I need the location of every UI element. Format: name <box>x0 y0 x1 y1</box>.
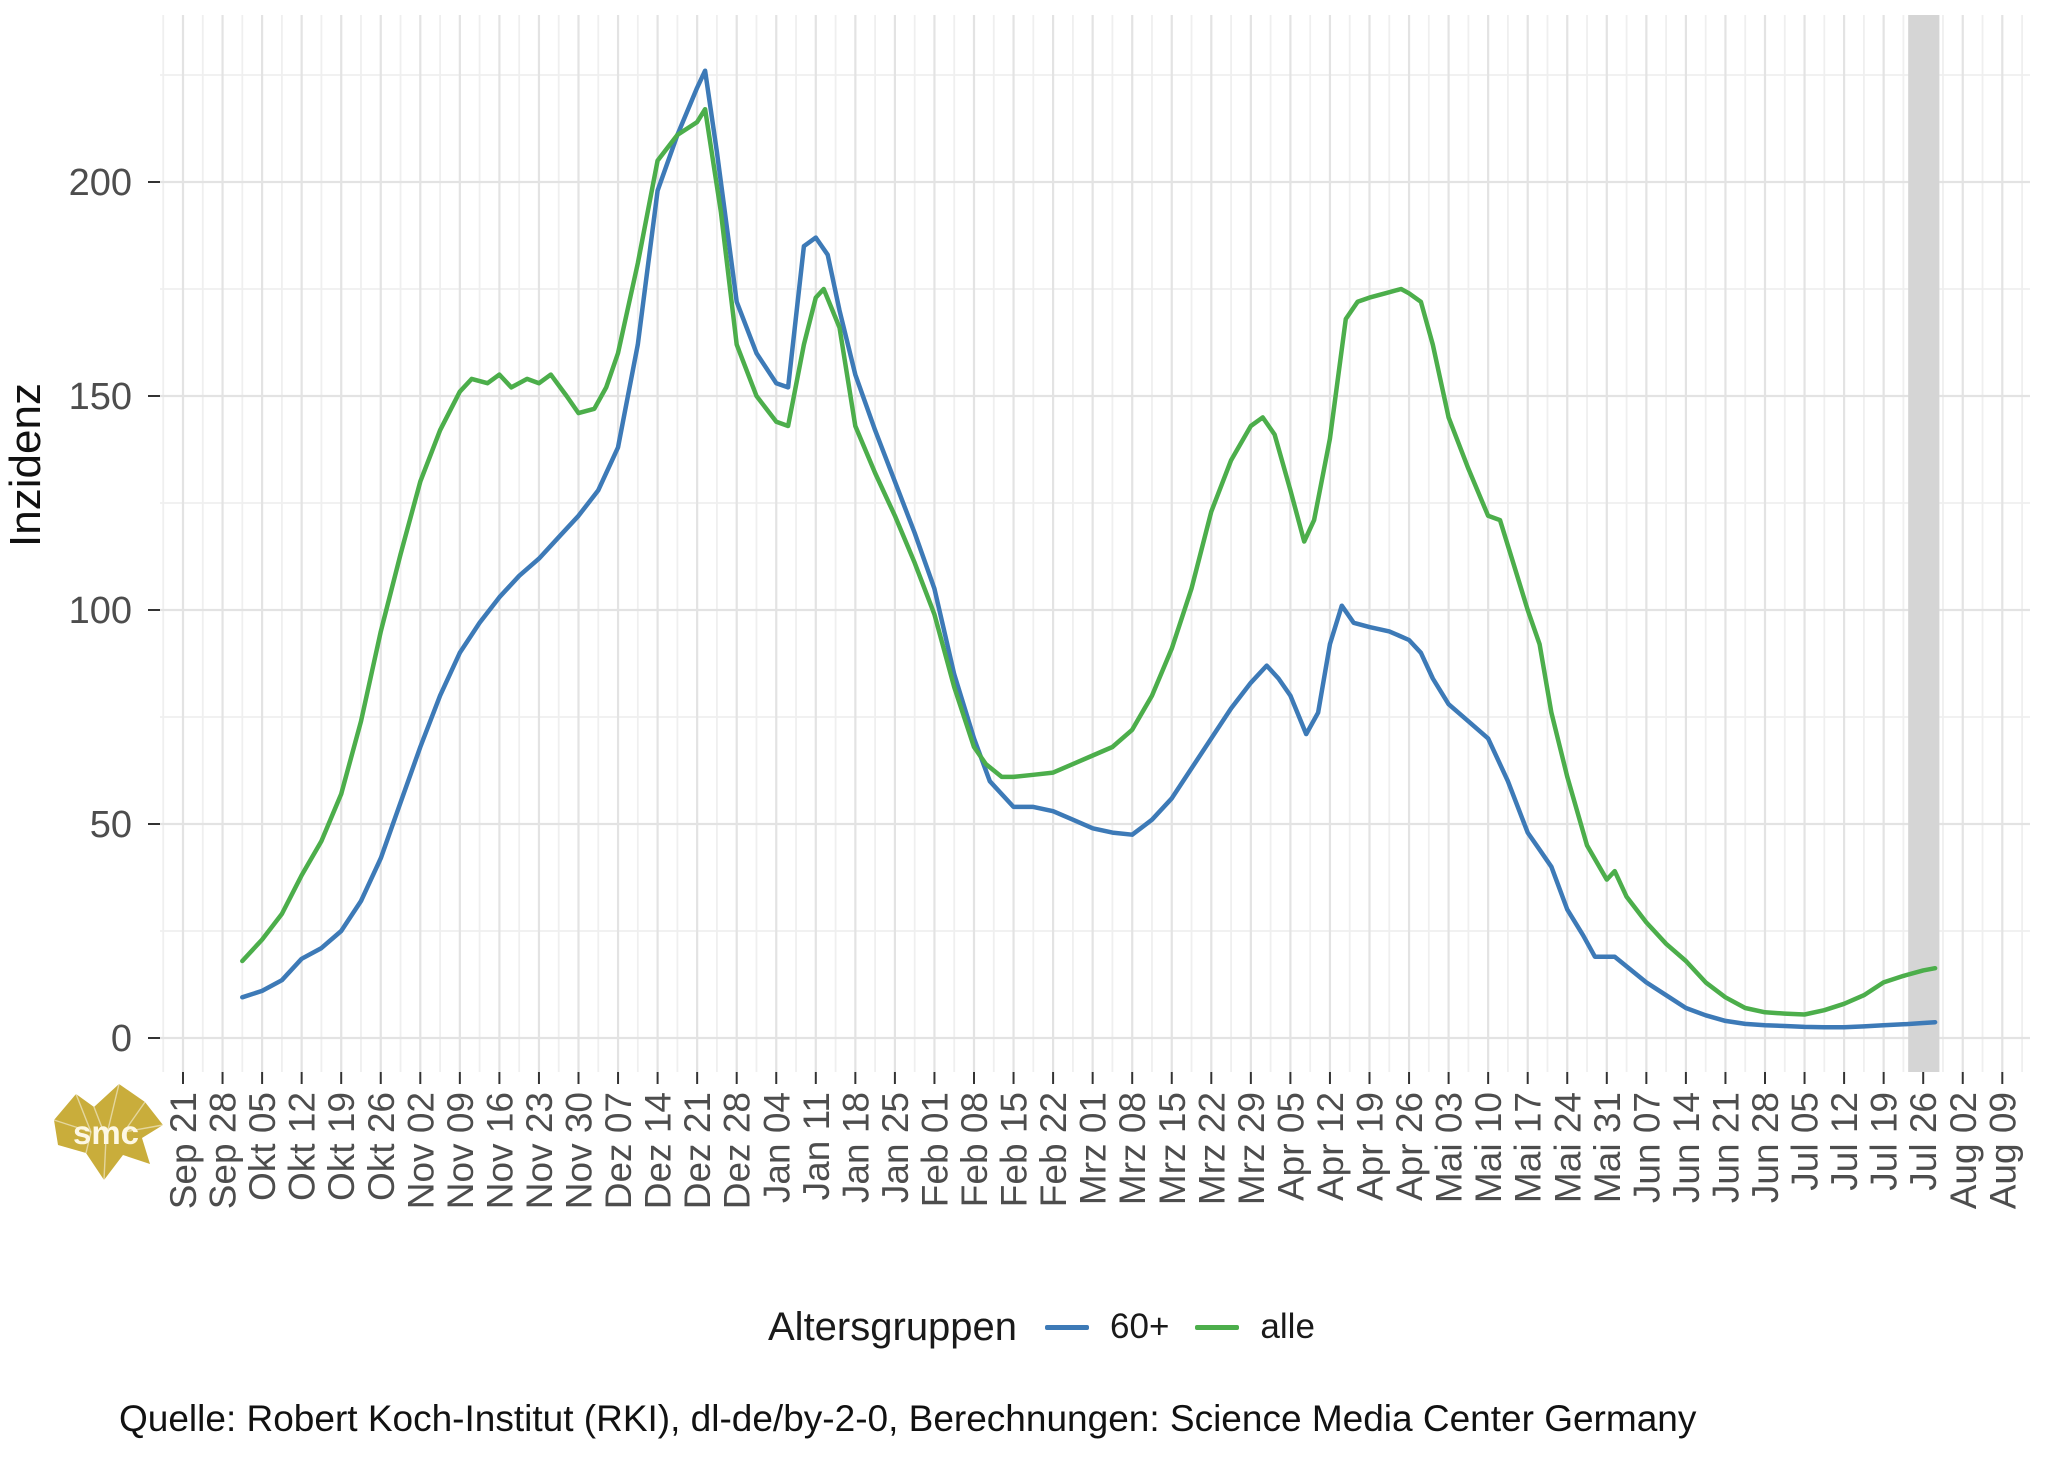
svg-text:Jan 25: Jan 25 <box>875 1092 916 1203</box>
svg-text:Dez 28: Dez 28 <box>717 1092 758 1209</box>
svg-text:Apr 12: Apr 12 <box>1310 1092 1351 1201</box>
svg-text:200: 200 <box>69 162 132 204</box>
svg-text:Jul 12: Jul 12 <box>1824 1092 1865 1191</box>
svg-text:Feb 08: Feb 08 <box>954 1092 995 1207</box>
svg-text:Apr 19: Apr 19 <box>1350 1092 1391 1201</box>
series-60plus-swatch <box>1045 1324 1090 1330</box>
svg-text:Jun 28: Jun 28 <box>1745 1092 1786 1203</box>
svg-text:Mai 31: Mai 31 <box>1587 1092 1628 1203</box>
svg-text:Nov 23: Nov 23 <box>519 1092 560 1209</box>
series-line-alle <box>240 106 1938 1017</box>
svg-text:Nov 09: Nov 09 <box>440 1092 481 1209</box>
series-alle-swatch <box>1195 1324 1240 1330</box>
smc-logo-text: smc <box>73 1114 139 1151</box>
smc-logo: smc <box>53 1083 164 1181</box>
svg-text:50: 50 <box>90 804 132 846</box>
svg-text:Dez 07: Dez 07 <box>598 1092 639 1209</box>
svg-text:Mai 24: Mai 24 <box>1547 1092 1588 1203</box>
svg-text:Okt 05: Okt 05 <box>242 1092 283 1201</box>
svg-text:Nov 16: Nov 16 <box>479 1092 520 1209</box>
series-line-60plus <box>240 68 1938 1030</box>
svg-text:Mrz 08: Mrz 08 <box>1112 1092 1153 1205</box>
source-caption: Quelle: Robert Koch-Institut (RKI), dl-d… <box>119 1398 1697 1439</box>
svg-text:Mai 17: Mai 17 <box>1508 1092 1549 1203</box>
svg-text:Jun 07: Jun 07 <box>1626 1092 1667 1203</box>
series-alle-label: alle <box>1260 1307 1315 1346</box>
svg-text:Feb 01: Feb 01 <box>914 1092 955 1207</box>
legend-item-alle: alle <box>1195 1307 1315 1347</box>
svg-text:Mrz 01: Mrz 01 <box>1073 1092 1114 1205</box>
legend-item-60plus: 60+ <box>1045 1307 1169 1347</box>
svg-text:Jul 26: Jul 26 <box>1903 1092 1944 1191</box>
svg-text:Jan 11: Jan 11 <box>796 1092 837 1200</box>
svg-text:Aug 02: Aug 02 <box>1943 1092 1984 1209</box>
svg-text:Mrz 22: Mrz 22 <box>1191 1092 1232 1205</box>
svg-text:Dez 21: Dez 21 <box>677 1092 718 1209</box>
svg-text:Mrz 29: Mrz 29 <box>1231 1092 1272 1205</box>
svg-text:Apr 26: Apr 26 <box>1389 1092 1430 1201</box>
legend-title: Altersgruppen <box>768 1304 1018 1349</box>
svg-text:150: 150 <box>69 376 132 418</box>
svg-text:Okt 12: Okt 12 <box>282 1092 323 1201</box>
svg-text:Feb 15: Feb 15 <box>994 1092 1035 1207</box>
svg-text:Sep 28: Sep 28 <box>203 1092 244 1209</box>
svg-text:Okt 26: Okt 26 <box>361 1092 402 1201</box>
svg-text:Okt 19: Okt 19 <box>321 1092 362 1201</box>
svg-text:Mrz 15: Mrz 15 <box>1152 1092 1193 1205</box>
svg-text:Nov 30: Nov 30 <box>559 1092 600 1209</box>
legend: Altersgruppen 60+ alle <box>768 1298 1341 1356</box>
smc-logo-facets <box>53 1083 164 1181</box>
svg-text:Jul 19: Jul 19 <box>1864 1092 1905 1191</box>
svg-text:Mai 10: Mai 10 <box>1468 1092 1509 1203</box>
svg-text:Mai 03: Mai 03 <box>1429 1092 1470 1203</box>
y-axis-title: Inzidenz <box>1 383 50 547</box>
svg-text:Dez 14: Dez 14 <box>638 1092 679 1209</box>
svg-text:Apr 05: Apr 05 <box>1270 1092 1311 1201</box>
svg-text:Jun 14: Jun 14 <box>1666 1092 1707 1203</box>
svg-text:Feb 22: Feb 22 <box>1033 1092 1074 1207</box>
svg-text:Jun 21: Jun 21 <box>1705 1092 1746 1203</box>
svg-text:Jul 05: Jul 05 <box>1785 1092 1826 1191</box>
svg-text:0: 0 <box>111 1018 132 1060</box>
highlight-band <box>1908 15 1940 1072</box>
svg-text:Jan 04: Jan 04 <box>756 1092 797 1203</box>
svg-text:Jan 18: Jan 18 <box>835 1092 876 1203</box>
svg-text:100: 100 <box>69 590 132 632</box>
series-60plus-label: 60+ <box>1110 1307 1170 1346</box>
svg-text:Aug 09: Aug 09 <box>1982 1092 2023 1209</box>
svg-text:Nov 02: Nov 02 <box>400 1092 441 1209</box>
svg-text:Sep 21: Sep 21 <box>163 1092 204 1209</box>
